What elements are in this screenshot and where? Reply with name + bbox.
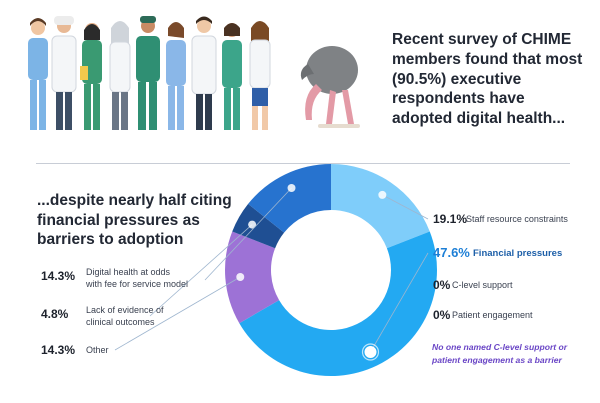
doctor-figure-1 xyxy=(28,18,48,130)
doctor-figure-5 xyxy=(136,16,160,130)
slice-label-financial: Financial pressures xyxy=(473,248,562,259)
doctor-figure-2 xyxy=(51,16,77,130)
donut-slice-other xyxy=(224,231,280,324)
slice-marker-ring-financial xyxy=(361,343,380,361)
pct-label-other: 14.3% xyxy=(41,343,75,357)
doctor-figure-4 xyxy=(109,21,131,130)
doctor-figure-9 xyxy=(249,21,271,130)
leader-line-fee_model xyxy=(204,187,292,281)
leader-line-financial xyxy=(370,252,429,353)
doctor-figure-8 xyxy=(222,23,242,130)
pct-label-c-level: 0% xyxy=(433,278,451,292)
ostrich-head-in-sand-illustration xyxy=(300,46,360,128)
slice-marker-clinical xyxy=(248,220,257,229)
slice-label-fee-model-line2: with fee for service model xyxy=(85,279,188,289)
slice-label-patient: Patient engagement xyxy=(452,310,533,320)
slice-marker-financial xyxy=(364,345,377,358)
leader-line-clinical xyxy=(149,224,253,317)
slice-marker-staff xyxy=(378,190,387,199)
donut-slices xyxy=(224,164,437,376)
slice-label-clinical-line1: Lack of evidence of xyxy=(86,305,164,315)
slice-label-fee-model-line1: Digital health at odds xyxy=(86,267,171,277)
donut-slice-staff xyxy=(331,164,430,249)
donut-slice-financial xyxy=(239,231,437,376)
doctor-figure-6 xyxy=(166,22,186,130)
pct-label-financial: 47.6% xyxy=(433,245,470,260)
pct-label-patient: 0% xyxy=(433,308,451,322)
slice-marker-other xyxy=(236,272,245,281)
slice-label-clinical-line2: clinical outcomes xyxy=(86,317,155,327)
leader-line-other xyxy=(114,276,241,351)
doctor-figure-7 xyxy=(191,16,217,130)
doctor-figure-3 xyxy=(80,23,102,130)
slice-label-c-level: C-level support xyxy=(452,280,513,290)
leader-line-staff xyxy=(382,194,429,220)
donut-slice-fee_model xyxy=(248,164,331,233)
pct-label-clinical: 4.8% xyxy=(41,307,69,321)
chart-subheading: ...despite nearly half citing financial … xyxy=(37,192,232,249)
donut-slice-clinical xyxy=(232,203,285,249)
survey-headline: Recent survey of CHIME members found tha… xyxy=(392,31,583,128)
pct-label-staff: 19.1% xyxy=(433,212,467,226)
slice-marker-fee_model xyxy=(287,184,296,193)
healthcare-team-illustration xyxy=(28,16,271,130)
zero-barrier-note: No one named C-level support or patient … xyxy=(432,342,568,365)
section-divider xyxy=(36,163,570,164)
pct-label-fee-model: 14.3% xyxy=(41,269,75,283)
slice-label-staff: Staff resource constraints xyxy=(466,214,568,224)
slice-label-other: Other xyxy=(86,345,109,355)
leader-lines xyxy=(114,184,429,361)
